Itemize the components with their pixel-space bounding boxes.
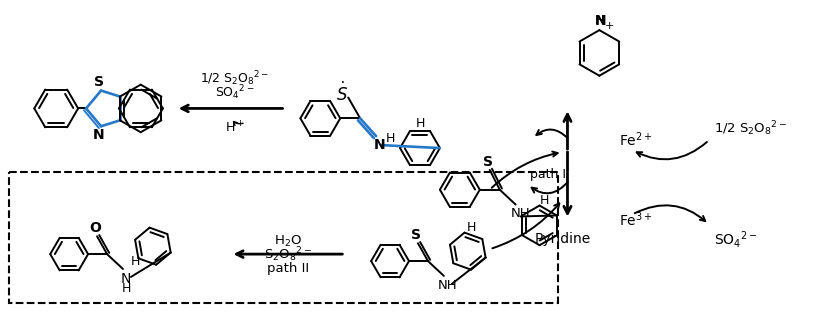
Text: S: S: [483, 155, 493, 169]
Text: SO$_4$$^{2-}$: SO$_4$$^{2-}$: [215, 83, 255, 102]
Text: +: +: [605, 21, 614, 31]
Text: S: S: [94, 75, 104, 89]
Text: SO$_4$$^{2-}$: SO$_4$$^{2-}$: [714, 229, 758, 250]
Text: NH: NH: [511, 207, 531, 220]
Text: N: N: [373, 138, 385, 152]
Text: H: H: [540, 194, 550, 207]
Text: Fe$^{2+}$: Fe$^{2+}$: [620, 131, 653, 149]
Text: N: N: [93, 128, 105, 142]
Text: H: H: [386, 132, 395, 145]
Text: O: O: [89, 221, 101, 235]
Text: H: H: [415, 117, 424, 130]
Text: H: H: [595, 14, 604, 27]
Text: 1/2 S$_2$O$_8$$^{2-}$: 1/2 S$_2$O$_8$$^{2-}$: [714, 119, 787, 138]
Text: S: S: [411, 228, 421, 242]
Text: S$_2$O$_8$$^{2-}$: S$_2$O$_8$$^{2-}$: [265, 246, 312, 265]
Text: H$^+$: H$^+$: [225, 121, 245, 136]
Text: $\dot{S}$: $\dot{S}$: [336, 82, 349, 105]
Text: Pyridine: Pyridine: [535, 232, 591, 246]
Text: H: H: [121, 282, 131, 295]
Text: 1/2 S$_2$O$_8$$^{2-}$: 1/2 S$_2$O$_8$$^{2-}$: [200, 69, 269, 88]
Text: N: N: [595, 14, 606, 28]
Text: path II: path II: [267, 262, 310, 275]
Text: Fe$^{3+}$: Fe$^{3+}$: [620, 210, 653, 229]
Bar: [9, 172, 558, 303]
Text: H: H: [467, 221, 476, 234]
Text: N: N: [121, 272, 131, 286]
Text: path I: path I: [530, 168, 565, 181]
Text: H: H: [131, 255, 141, 268]
Text: NH: NH: [438, 279, 457, 292]
Text: H$_2$O: H$_2$O: [274, 234, 302, 249]
